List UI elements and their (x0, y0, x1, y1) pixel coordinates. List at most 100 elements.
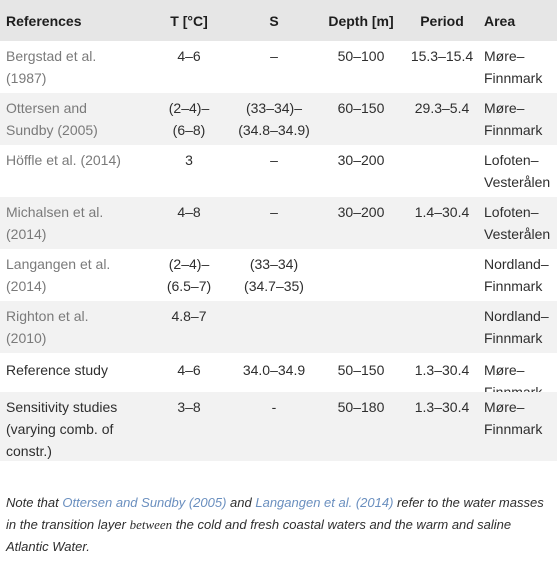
cell-area-line: Lofoten– (484, 204, 539, 220)
cell-reference: Sensitivity studies (varying comb. of cons… (6, 396, 126, 462)
cell-temperature: (2–4)– (6.5–7) (150, 253, 228, 297)
cell-salinity: – (234, 45, 314, 67)
cell-temperature-line: (6.5–7) (166, 278, 212, 294)
cell-area: Nordland– Finnmark (484, 305, 556, 349)
cell-period-line: 1.3–30.4 (414, 362, 470, 378)
cell-depth-line: 60–150 (337, 100, 385, 116)
cell-temperature: 4.8–7 (150, 305, 228, 327)
header-temperature: T [°C] (170, 13, 208, 29)
cell-period-line: 29.3–5.4 (414, 100, 470, 116)
cell-area-line: Finnmark (484, 122, 543, 138)
cell-reference: Bergstad et al. (1987) (6, 45, 126, 89)
cell-salinity-line: (33–34) (249, 256, 299, 272)
cell-reference: Langangen et al. (2014) (6, 253, 126, 297)
note-link-ottersen[interactable]: Ottersen and Sundby (2005) (62, 495, 227, 510)
cell-depth: 50–180 (318, 396, 404, 418)
note-between: between (129, 517, 173, 532)
cell-period: 29.3–5.4 (402, 97, 482, 119)
note-text-1: Note that (6, 495, 63, 510)
cell-reference: Michalsen et al. (2014) (6, 201, 126, 245)
cell-area-line: Finnmark (484, 421, 543, 437)
cell-temperature-line: 4–8 (177, 204, 201, 220)
cell-salinity-line: – (270, 152, 278, 168)
cell-area: Nordland– Finnmark (484, 253, 556, 297)
cell-area-line: Finnmark (484, 330, 543, 346)
cell-temperature: (2–4)– (6–8) (150, 97, 228, 141)
table-row: Bergstad et al. (1987) 4–6 – 50–100 15.3–15.4… (0, 41, 557, 93)
table-body: Bergstad et al. (1987) 4–6 – 50–100 15.3–15.4… (0, 41, 557, 461)
cell-reference: Ottersen and Sundby (2005) (6, 97, 126, 141)
cell-reference-line: Michalsen et al. (6, 204, 104, 220)
cell-area-line: Møre– (484, 399, 525, 415)
cell-depth: 30–200 (318, 201, 404, 223)
cell-temperature-line: (6–8) (172, 122, 206, 138)
cell-depth: 30–200 (318, 149, 404, 171)
cell-temperature: 3–8 (150, 396, 228, 418)
note-text-2: and (226, 495, 256, 510)
cell-area-line: Møre– (484, 362, 525, 378)
cell-salinity: (33–34) (34.7–35) (234, 253, 314, 297)
cell-depth-line: 30–200 (337, 204, 385, 220)
cell-area-line: Nordland– (484, 256, 549, 272)
cell-reference-line: (varying comb. of (6, 421, 114, 437)
cell-area-line: Møre– (484, 48, 525, 64)
cell-temperature-line: 4–6 (177, 362, 201, 378)
cell-salinity-line: (33–34)– (245, 100, 303, 116)
cell-temperature-line: (2–4)– (168, 100, 210, 116)
table-row: Ottersen and Sundby (2005) (2–4)– (6–8) (33–… (0, 93, 557, 145)
cell-reference-line: (2014) (6, 226, 47, 242)
cell-depth: 50–150 (318, 359, 404, 381)
cell-reference: Reference study (6, 359, 126, 381)
cell-salinity-line: 34.0–34.9 (242, 362, 306, 378)
cell-temperature: 4–6 (150, 45, 228, 67)
table-row: Reference study 4–6 34.0–34.9 50–150 1.3–30.… (0, 353, 557, 400)
table-row: Langangen et al. (2014) (2–4)– (6.5–7) (33–3… (0, 249, 557, 301)
cell-period: 1.4–30.4 (402, 201, 482, 223)
cell-salinity: – (234, 201, 314, 223)
cell-area: Møre– Finnmark (484, 396, 556, 440)
cell-salinity-line: (34.7–35) (244, 278, 304, 294)
cell-temperature-line: 3 (185, 152, 193, 168)
cell-period-line: 15.3–15.4 (410, 48, 474, 64)
table-header-row: References T [°C] S Depth [m] Period Are… (0, 0, 557, 41)
cell-area: Lofoten– Vesterålen (484, 149, 556, 193)
cell-area-line: Møre– (484, 100, 525, 116)
cell-area-line: Vesterålen (484, 174, 551, 190)
cell-depth: 60–150 (318, 97, 404, 119)
cell-period-line: 1.3–30.4 (414, 399, 470, 415)
table-footnote: Note that Ottersen and Sundby (2005) and… (6, 492, 552, 558)
cell-reference-line: Langangen et al. (6, 256, 111, 272)
cell-temperature-line: 4.8–7 (171, 308, 207, 324)
cell-depth-line: 50–100 (337, 48, 385, 64)
cell-salinity-line: (34.8–34.9) (238, 122, 310, 138)
note-link-langangen[interactable]: Langangen et al. (2014) (255, 495, 394, 510)
cell-reference-line: Höffle et al. (2014) (6, 152, 121, 168)
cell-reference-line: Reference study (6, 362, 108, 378)
header-salinity: S (269, 13, 279, 29)
cell-temperature: 4–6 (150, 359, 228, 381)
cell-reference-line: (2010) (6, 330, 47, 346)
header-depth: Depth [m] (328, 13, 394, 29)
cell-period-line: 1.4–30.4 (414, 204, 470, 220)
cell-temperature-line: 4–6 (177, 48, 201, 64)
cell-reference-line: Sensitivity studies (6, 399, 118, 415)
cell-reference-line: (2014) (6, 278, 47, 294)
cell-period: 1.3–30.4 (402, 359, 482, 381)
cell-reference-line: Bergstad et al. (6, 48, 97, 64)
cell-reference-line: (1987) (6, 70, 47, 86)
note-text-4: the cold and fresh coastal waters and th… (6, 517, 512, 554)
cell-temperature: 4–8 (150, 201, 228, 223)
cell-salinity-line: - (271, 399, 277, 415)
cell-reference-line: Ottersen and (6, 100, 87, 116)
cell-area: Lofoten– Vesterålen (484, 201, 556, 245)
cell-reference-line: Sundby (2005) (6, 122, 98, 138)
cell-temperature-line: (2–4)– (168, 256, 210, 272)
cell-depth-line: 50–180 (337, 399, 385, 415)
cell-salinity: - (234, 396, 314, 418)
cell-period: 15.3–15.4 (402, 45, 482, 67)
cell-area-line: Vesterålen (484, 226, 551, 242)
cell-area-line: Lofoten– (484, 152, 539, 168)
cell-depth-line: 50–150 (337, 362, 385, 378)
cell-reference: Höffle et al. (2014) (6, 149, 126, 171)
cell-area-line: Finnmark (484, 70, 543, 86)
